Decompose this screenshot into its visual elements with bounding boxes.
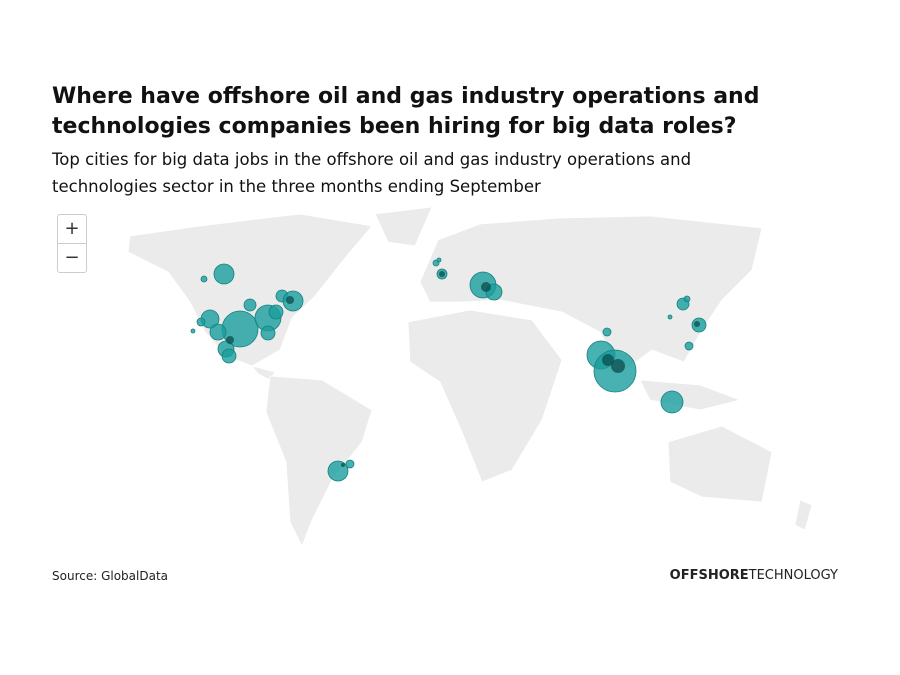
bubble-core — [439, 271, 445, 277]
bubble — [221, 348, 237, 364]
africa — [407, 309, 563, 483]
bubble-core — [341, 463, 345, 467]
bubble — [268, 304, 284, 320]
south-america — [265, 375, 373, 547]
bubble-core — [611, 359, 625, 373]
greenland — [374, 206, 433, 247]
indonesia — [639, 379, 742, 411]
north-america — [127, 213, 373, 367]
bubbles — [190, 257, 707, 482]
bubble — [684, 341, 694, 351]
bubble-core — [286, 296, 294, 304]
title-line: Where have offshore oil and gas industry… — [52, 84, 760, 109]
bubble — [345, 459, 355, 469]
bubble — [667, 314, 673, 320]
bubble — [209, 323, 227, 341]
brand-light: TECHNOLOGY — [748, 568, 838, 583]
bubble-core — [481, 282, 491, 292]
bubble — [660, 390, 684, 414]
brand: OFFSHORETECHNOLOGY — [670, 568, 838, 583]
bubble-core — [694, 321, 700, 327]
bubble — [213, 263, 235, 285]
subtitle-line: technologies sector in the three months … — [52, 177, 541, 196]
source: Source: GlobalData — [52, 569, 169, 583]
new-zealand — [794, 499, 813, 531]
zoom-control: + − — [57, 214, 87, 273]
bubble — [196, 317, 206, 327]
bubble — [602, 327, 612, 337]
zoom-out[interactable]: − — [58, 243, 86, 272]
title: Where have offshore oil and gas industry… — [52, 82, 759, 142]
subtitle-line: Top cities for big data jobs in the offs… — [52, 150, 692, 169]
bubble — [243, 298, 257, 312]
bubble-core — [226, 336, 234, 344]
bubble — [436, 257, 442, 263]
subtitle: Top cities for big data jobs in the offs… — [52, 146, 691, 200]
australia — [667, 425, 773, 503]
bubble — [260, 325, 276, 341]
bubble-core — [602, 354, 614, 366]
zoom-in[interactable]: + — [64, 218, 80, 239]
bubble — [200, 275, 208, 283]
bubble — [327, 460, 349, 482]
bubble — [190, 328, 196, 334]
world-map — [127, 206, 813, 547]
brand-bold: OFFSHORE — [669, 568, 749, 583]
bubble — [683, 295, 691, 303]
title-line: technologies companies been hiring for b… — [52, 114, 737, 139]
